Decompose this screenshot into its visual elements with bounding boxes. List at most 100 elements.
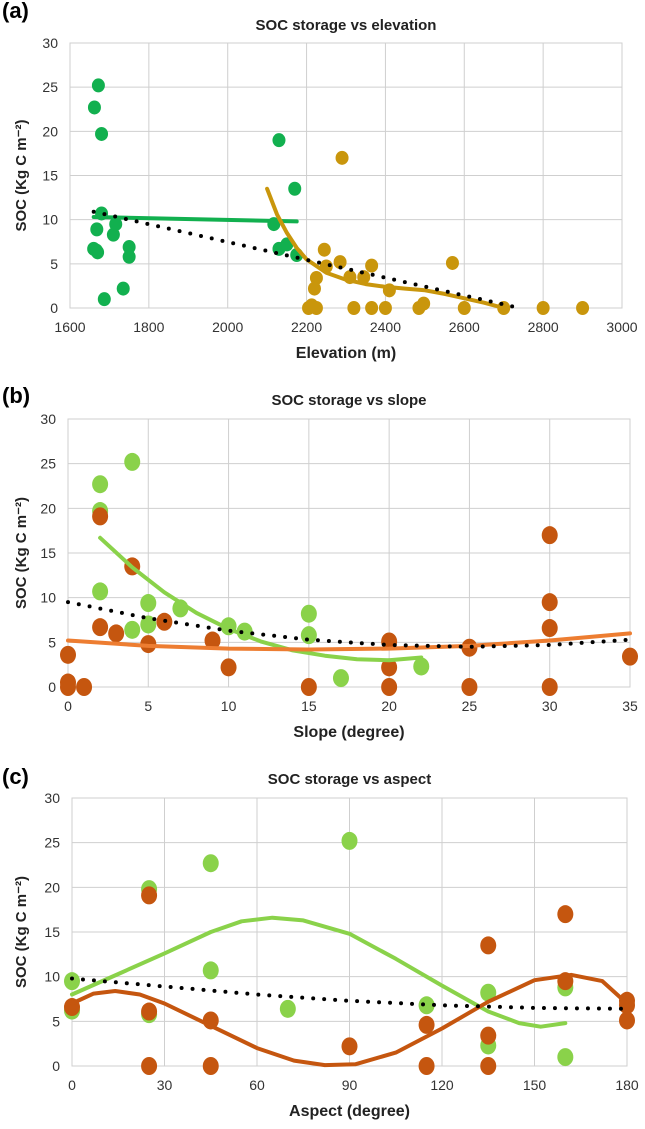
x-tick-label: 2200 — [291, 319, 322, 335]
data-point — [279, 999, 296, 1018]
panel-label: (a) — [2, 0, 29, 23]
x-tick-label: 120 — [430, 1077, 454, 1093]
data-point — [619, 1011, 635, 1030]
data-point — [300, 626, 317, 645]
data-point — [202, 1057, 219, 1075]
y-tick-label: 25 — [40, 456, 56, 472]
data-point — [64, 972, 80, 991]
data-point — [341, 831, 358, 850]
x-tick-label: 3000 — [606, 319, 637, 335]
x-tick-label: 1800 — [133, 319, 164, 335]
y-axis-label: SOC (Kg C m⁻²) — [13, 876, 30, 988]
data-point — [307, 281, 321, 296]
data-point — [106, 227, 120, 242]
data-point — [418, 1057, 435, 1075]
plot-area-border — [69, 42, 623, 309]
data-point — [89, 243, 103, 258]
data-point — [480, 936, 497, 955]
x-tick-label: 25 — [462, 698, 478, 714]
data-point — [378, 301, 392, 315]
x-tick-label: 5 — [144, 698, 152, 714]
data-point — [622, 647, 638, 666]
trend-line — [98, 535, 424, 663]
x-tick-label: 60 — [249, 1077, 265, 1093]
chart-title: SOC storage vs slope — [271, 392, 426, 409]
x-tick-label: 0 — [64, 698, 72, 714]
data-point — [332, 669, 349, 688]
data-point — [480, 1057, 497, 1075]
y-tick-label: 5 — [48, 634, 56, 650]
data-point — [309, 301, 323, 315]
data-point — [445, 255, 459, 270]
data-point — [541, 526, 558, 545]
trend-line-overall — [70, 976, 629, 1011]
data-point — [92, 618, 109, 637]
trend-line-overall — [91, 209, 522, 310]
data-point — [60, 645, 76, 664]
panel-label: (c) — [2, 764, 29, 789]
x-tick-label: 10 — [221, 698, 237, 714]
data-point — [300, 604, 317, 623]
data-point — [480, 983, 497, 1002]
y-tick-label: 20 — [40, 500, 56, 516]
y-tick-label: 25 — [44, 835, 60, 851]
data-point — [109, 217, 123, 232]
x-tick-label: 2800 — [528, 319, 559, 335]
data-point — [381, 678, 398, 696]
y-tick-label: 10 — [42, 212, 58, 228]
data-point — [413, 657, 430, 676]
x-tick-label: 150 — [523, 1077, 547, 1093]
data-point — [541, 678, 558, 696]
y-tick-label: 30 — [40, 411, 56, 427]
data-point — [557, 1048, 574, 1067]
data-point — [92, 582, 109, 601]
x-axis-label: Elevation (m) — [296, 345, 396, 362]
x-tick-label: 2000 — [212, 319, 243, 335]
data-point — [333, 255, 347, 270]
data-point — [92, 475, 109, 494]
x-tick-label: 35 — [622, 698, 638, 714]
data-point — [335, 150, 349, 165]
y-tick-label: 20 — [44, 879, 60, 895]
data-point — [141, 886, 158, 905]
y-tick-label: 5 — [52, 1013, 60, 1029]
data-point — [124, 620, 141, 639]
x-tick-label: 30 — [542, 698, 558, 714]
data-point — [541, 619, 558, 638]
y-tick-label: 15 — [44, 924, 60, 940]
data-point — [480, 1026, 497, 1045]
trend-line-overall — [66, 600, 632, 649]
x-tick-label: 180 — [615, 1077, 639, 1093]
data-point — [309, 270, 323, 285]
data-point — [417, 296, 431, 311]
x-tick-label: 2400 — [370, 319, 401, 335]
y-tick-label: 15 — [40, 545, 56, 561]
data-point — [365, 301, 379, 315]
y-tick-label: 25 — [42, 79, 58, 95]
y-tick-label: 20 — [42, 123, 58, 139]
plot-area-border — [67, 418, 631, 688]
y-tick-label: 30 — [44, 790, 60, 806]
y-tick-label: 0 — [52, 1058, 60, 1074]
trend-line — [265, 186, 506, 310]
data-point — [90, 222, 104, 237]
x-tick-label: 2600 — [449, 319, 480, 335]
x-tick-label: 30 — [157, 1077, 173, 1093]
data-point — [60, 678, 76, 696]
y-tick-label: 0 — [50, 300, 58, 316]
data-point — [122, 240, 136, 255]
data-point — [76, 678, 93, 696]
data-point — [141, 1057, 158, 1075]
data-point — [418, 996, 435, 1015]
x-axis-label: Aspect (degree) — [289, 1103, 410, 1120]
x-tick-label: 1600 — [54, 319, 85, 335]
trend-line — [70, 972, 629, 1068]
data-point — [541, 593, 558, 612]
chart-title: SOC storage vs elevation — [256, 17, 437, 34]
x-tick-label: 15 — [301, 698, 317, 714]
data-point — [204, 631, 221, 650]
trend-line — [70, 915, 568, 1029]
data-point — [116, 281, 130, 296]
